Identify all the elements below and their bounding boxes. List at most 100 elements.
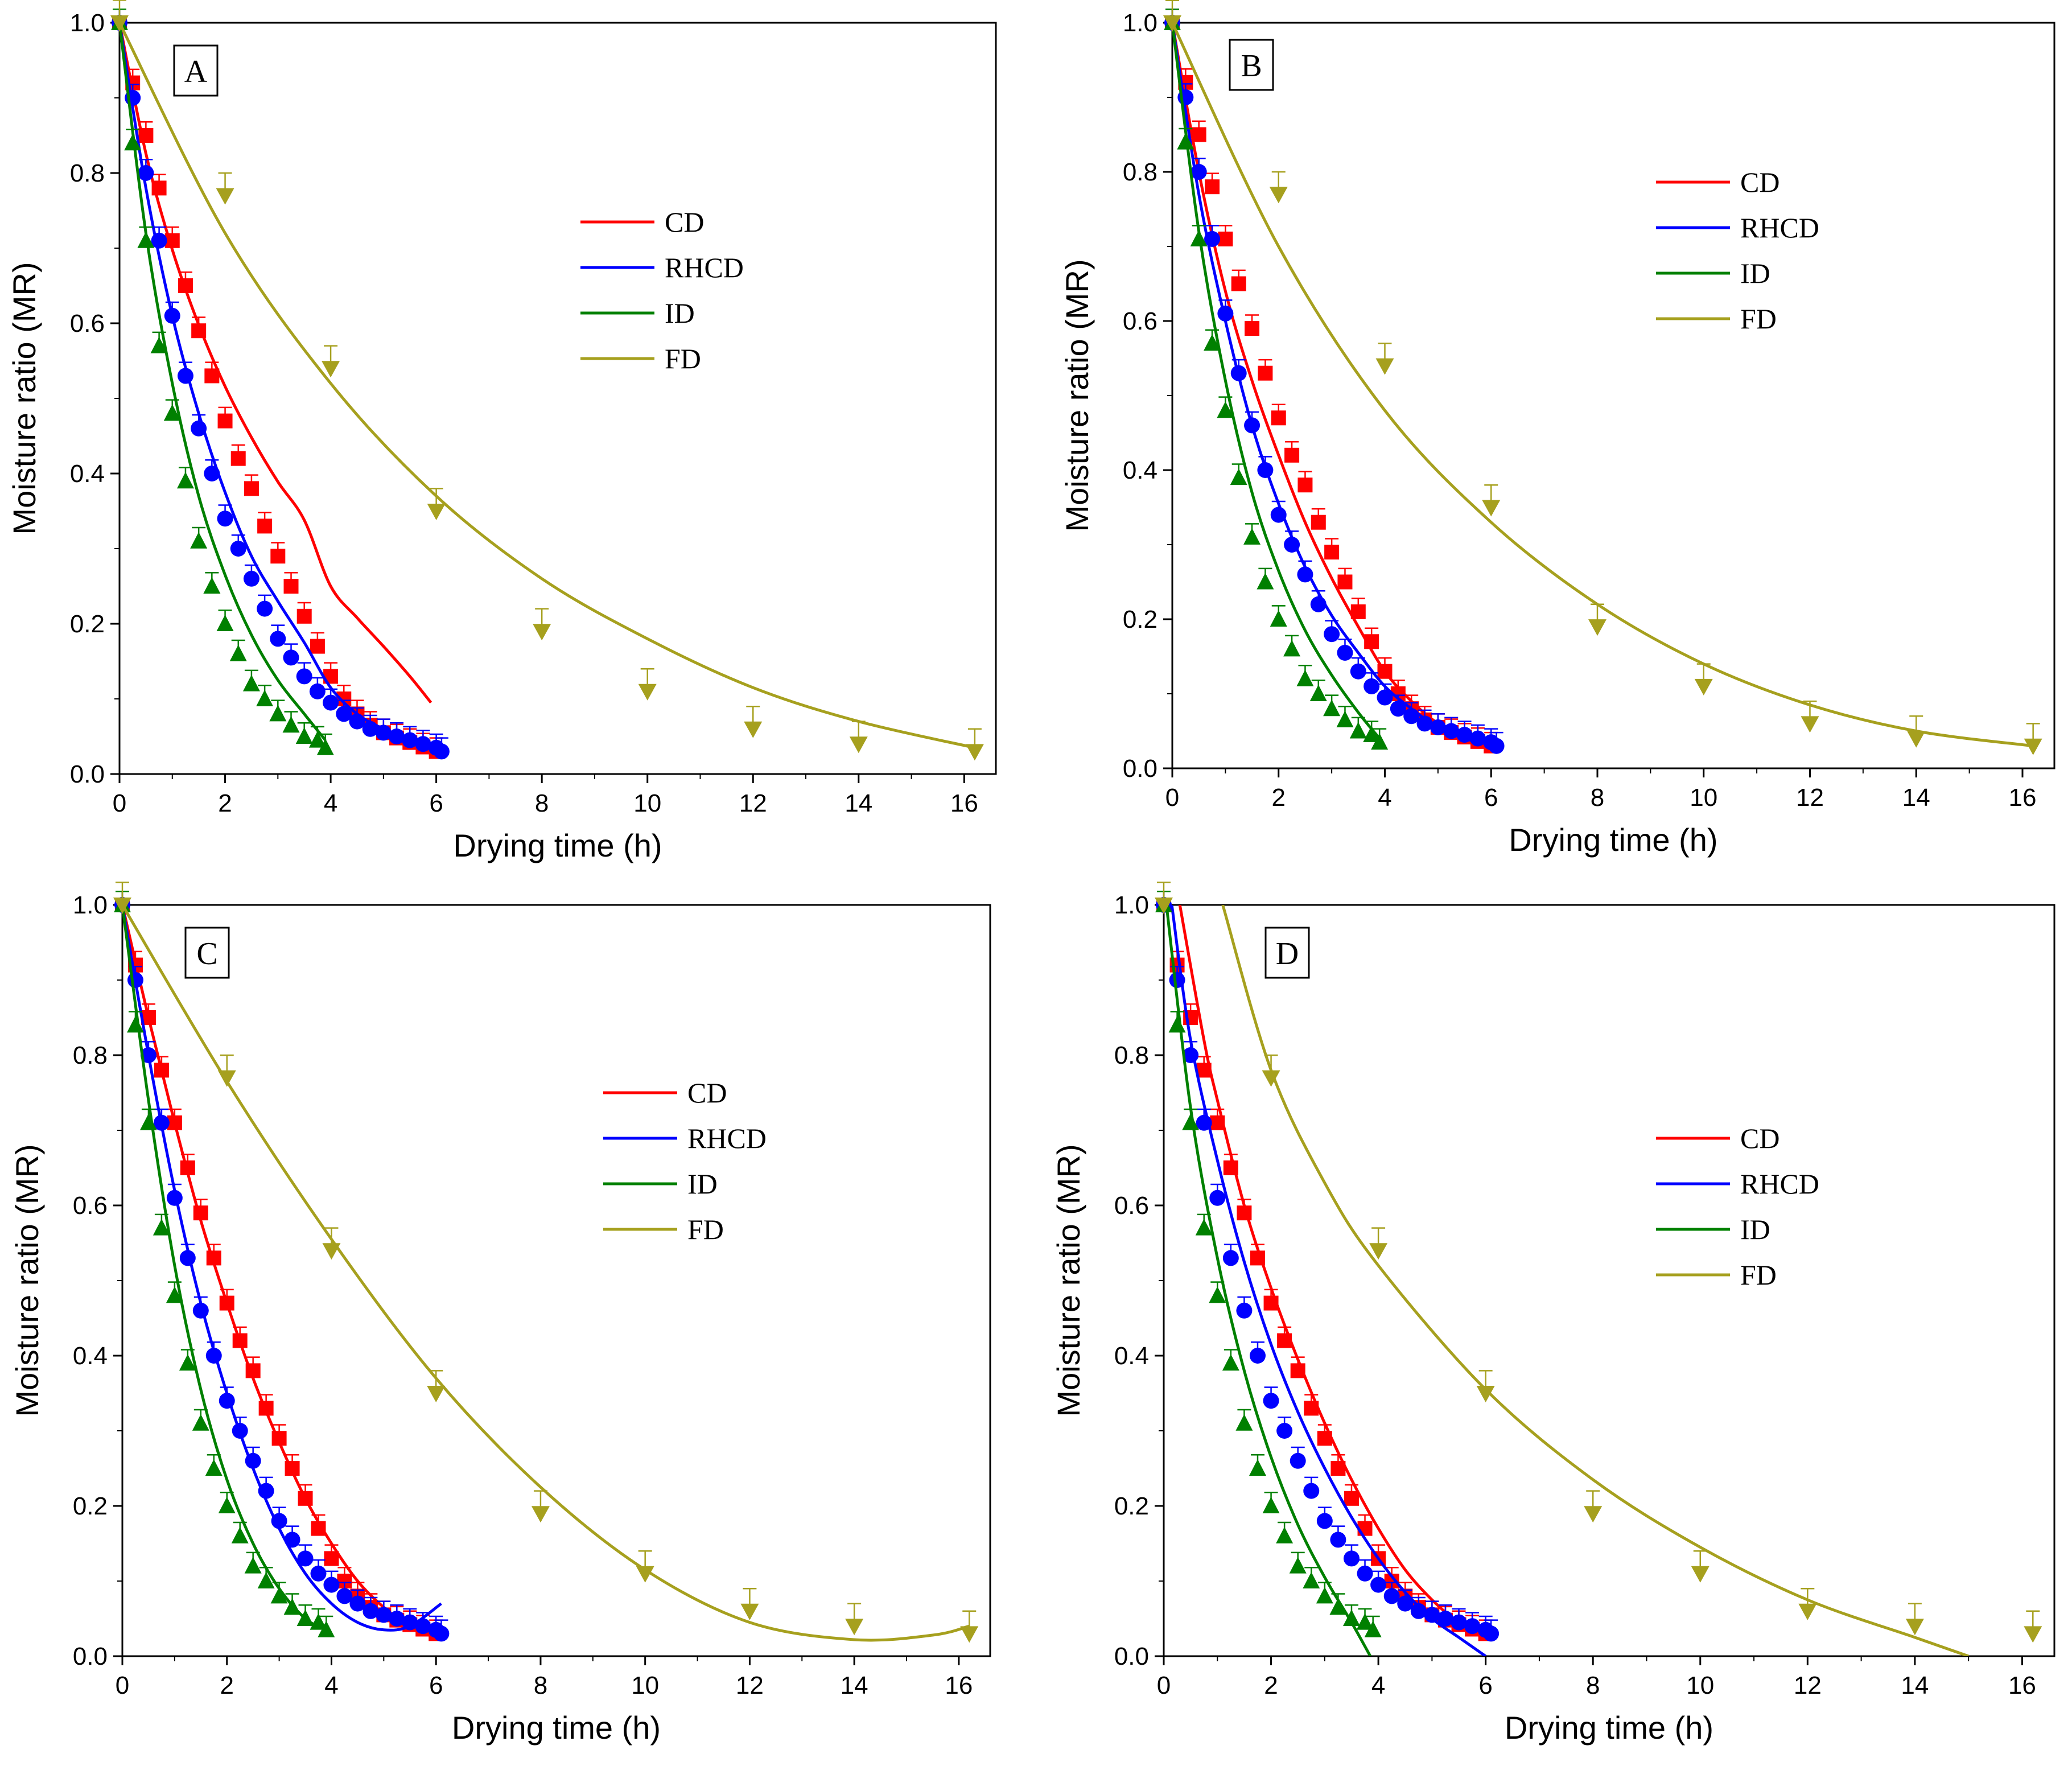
series-fd: [1155, 882, 2042, 1656]
x-tick-label: 4: [324, 1672, 338, 1699]
data-point-rhcd: [217, 511, 233, 527]
data-point-rhcd: [191, 420, 207, 437]
data-point-rhcd: [1276, 1423, 1293, 1439]
data-point-id: [282, 716, 300, 733]
legend-label-id: ID: [687, 1168, 718, 1200]
data-point-id: [205, 1459, 223, 1476]
x-tick-label: 14: [1901, 1672, 1929, 1699]
data-point-rhcd: [258, 1483, 274, 1499]
panel-label-box: [1229, 39, 1274, 91]
data-point-rhcd: [127, 972, 143, 988]
series-rhcd: [1156, 890, 1500, 1656]
data-point-id: [256, 690, 274, 706]
data-point-cd: [1311, 514, 1326, 530]
data-point-rhcd: [232, 1423, 248, 1439]
data-point-rhcd: [1183, 1047, 1199, 1063]
data-point-id: [1289, 1557, 1307, 1574]
x-tick-label: 2: [1272, 784, 1286, 812]
x-tick-label: 16: [950, 789, 978, 817]
data-point-rhcd: [1244, 417, 1260, 434]
y-tick-label: 0.8: [1123, 158, 1157, 186]
data-point-cd: [324, 1551, 339, 1566]
y-tick-label: 0.4: [1123, 456, 1157, 484]
x-tick-label: 16: [2008, 784, 2036, 812]
series-id: [1155, 890, 1382, 1656]
fit-line-rhcd: [1170, 905, 1487, 1656]
x-axis-label: Drying time (h): [1505, 1710, 1713, 1746]
data-point-fd: [1155, 898, 1173, 914]
data-point-id: [1276, 1526, 1294, 1543]
data-point-rhcd: [389, 1611, 405, 1627]
data-point-cd: [1290, 1363, 1305, 1378]
data-point-id: [1342, 1610, 1360, 1626]
data-point-id: [126, 1016, 144, 1033]
data-point-id: [1283, 640, 1301, 657]
data-point-cd: [1271, 410, 1286, 426]
data-point-id: [1209, 1286, 1226, 1303]
data-point-rhcd: [1488, 738, 1505, 754]
x-axis-label: Drying time (h): [1509, 822, 1717, 858]
data-point-rhcd: [284, 1532, 300, 1548]
data-point-cd: [1250, 1250, 1265, 1266]
data-point-id: [192, 1414, 209, 1431]
x-tick-label: 8: [534, 1672, 547, 1699]
legend-label-rhcd: RHCD: [665, 252, 744, 283]
legend-label-rhcd: RHCD: [687, 1122, 767, 1154]
y-tick-label: 0.6: [1114, 1192, 1149, 1220]
data-point-id: [176, 472, 194, 489]
y-tick-label: 1.0: [1114, 891, 1149, 919]
data-point-rhcd: [1410, 1603, 1427, 1619]
data-point-fd: [113, 898, 131, 914]
data-point-rhcd: [1370, 1576, 1387, 1593]
data-point-cd: [1263, 1295, 1279, 1311]
legend-label-id: ID: [1740, 257, 1770, 289]
data-point-id: [1204, 334, 1221, 351]
data-point-id: [1363, 726, 1381, 743]
data-point-rhcd: [1464, 1618, 1481, 1635]
data-point-cd: [1231, 276, 1246, 291]
x-tick-label: 10: [1686, 1672, 1714, 1699]
data-point-id: [257, 1572, 275, 1588]
data-point-cd: [1337, 574, 1353, 590]
x-tick-label: 6: [1478, 1672, 1492, 1699]
data-point-rhcd: [336, 1588, 353, 1604]
y-tick-label: 0.8: [73, 1042, 108, 1069]
y-tick-label: 0.6: [73, 1192, 108, 1220]
x-tick-label: 8: [1586, 1672, 1600, 1699]
data-point-id: [283, 1598, 301, 1615]
data-point-cd: [271, 1431, 287, 1446]
data-point-fd: [427, 1386, 446, 1402]
x-tick-label: 6: [1484, 784, 1498, 812]
data-point-rhcd: [138, 165, 154, 181]
data-point-fd: [1262, 1070, 1280, 1087]
legend-label-fd: FD: [1740, 1259, 1777, 1291]
x-tick-label: 12: [736, 1672, 764, 1699]
x-tick-label: 8: [1591, 784, 1604, 812]
panels: 0 2 4 6 8 10 12 14 16 0.0 0.2 0.4 0.6 0.8 1.0 Drying ti…: [6, 0, 2055, 1746]
y-tick-label: 0.0: [1114, 1643, 1149, 1670]
data-point-fd: [110, 15, 129, 32]
series-id: [1164, 9, 1389, 750]
data-point-cd: [1210, 1115, 1225, 1130]
data-point-rhcd: [1310, 596, 1327, 612]
data-point-fd: [845, 1619, 864, 1636]
legend-label-cd: CD: [665, 206, 704, 238]
panel-label-box: [184, 927, 230, 979]
data-point-id: [1303, 1572, 1320, 1588]
data-point-id: [244, 1557, 262, 1574]
data-point-fd: [1375, 358, 1394, 375]
data-point-rhcd: [433, 743, 450, 760]
data-point-fd: [1476, 1386, 1495, 1402]
data-point-fd: [1163, 15, 1181, 32]
data-point-cd: [1191, 127, 1206, 142]
x-tick-label: 16: [945, 1672, 973, 1699]
panel-label-box: [173, 44, 219, 97]
data-point-rhcd: [166, 1189, 183, 1206]
data-point-rhcd: [164, 307, 180, 324]
data-point-fd: [1694, 678, 1713, 695]
chart-panel-c: 0 2 4 6 8 10 12 14 16 0.0 0.2 0.4 0.6 0.8 1.0 Drying ti…: [9, 882, 991, 1746]
data-point-id: [1364, 1620, 1382, 1637]
data-point-cd: [1258, 365, 1273, 381]
data-point-rhcd: [1437, 1611, 1453, 1627]
series-fd: [110, 0, 984, 761]
